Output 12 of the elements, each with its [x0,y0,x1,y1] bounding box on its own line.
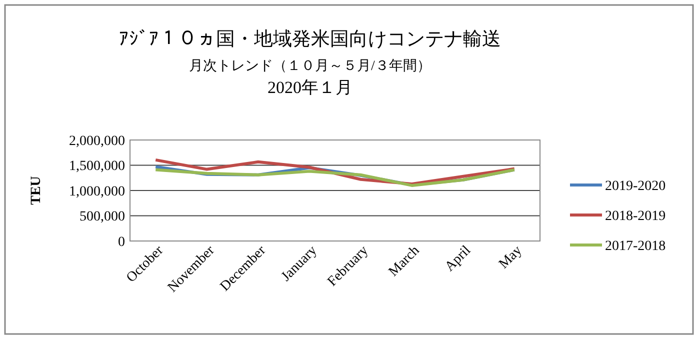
chart-title: ｱｼﾞｱ１０ヵ国・地域発米国向けコンテナ輸送 [119,29,501,50]
y-tick-label: 1,500,000 [69,159,125,174]
y-tick-label: 0 [118,234,125,250]
chart-subtitle: 月次トレンド（１０月～５月/３年間） 2020年１月 [189,58,431,97]
y-tick-label: 500,000 [80,210,125,225]
legend-label: 2019-2020 [605,178,666,194]
y-tick-label: 1,000,000 [69,184,125,200]
y-tick-label: 2,000,000 [69,134,125,149]
legend-label: 2018-2019 [605,208,666,224]
y-axis-title: TEU [29,176,44,205]
legend-label: 2017-2018 [605,238,666,254]
x-tick-label: May [496,243,526,272]
